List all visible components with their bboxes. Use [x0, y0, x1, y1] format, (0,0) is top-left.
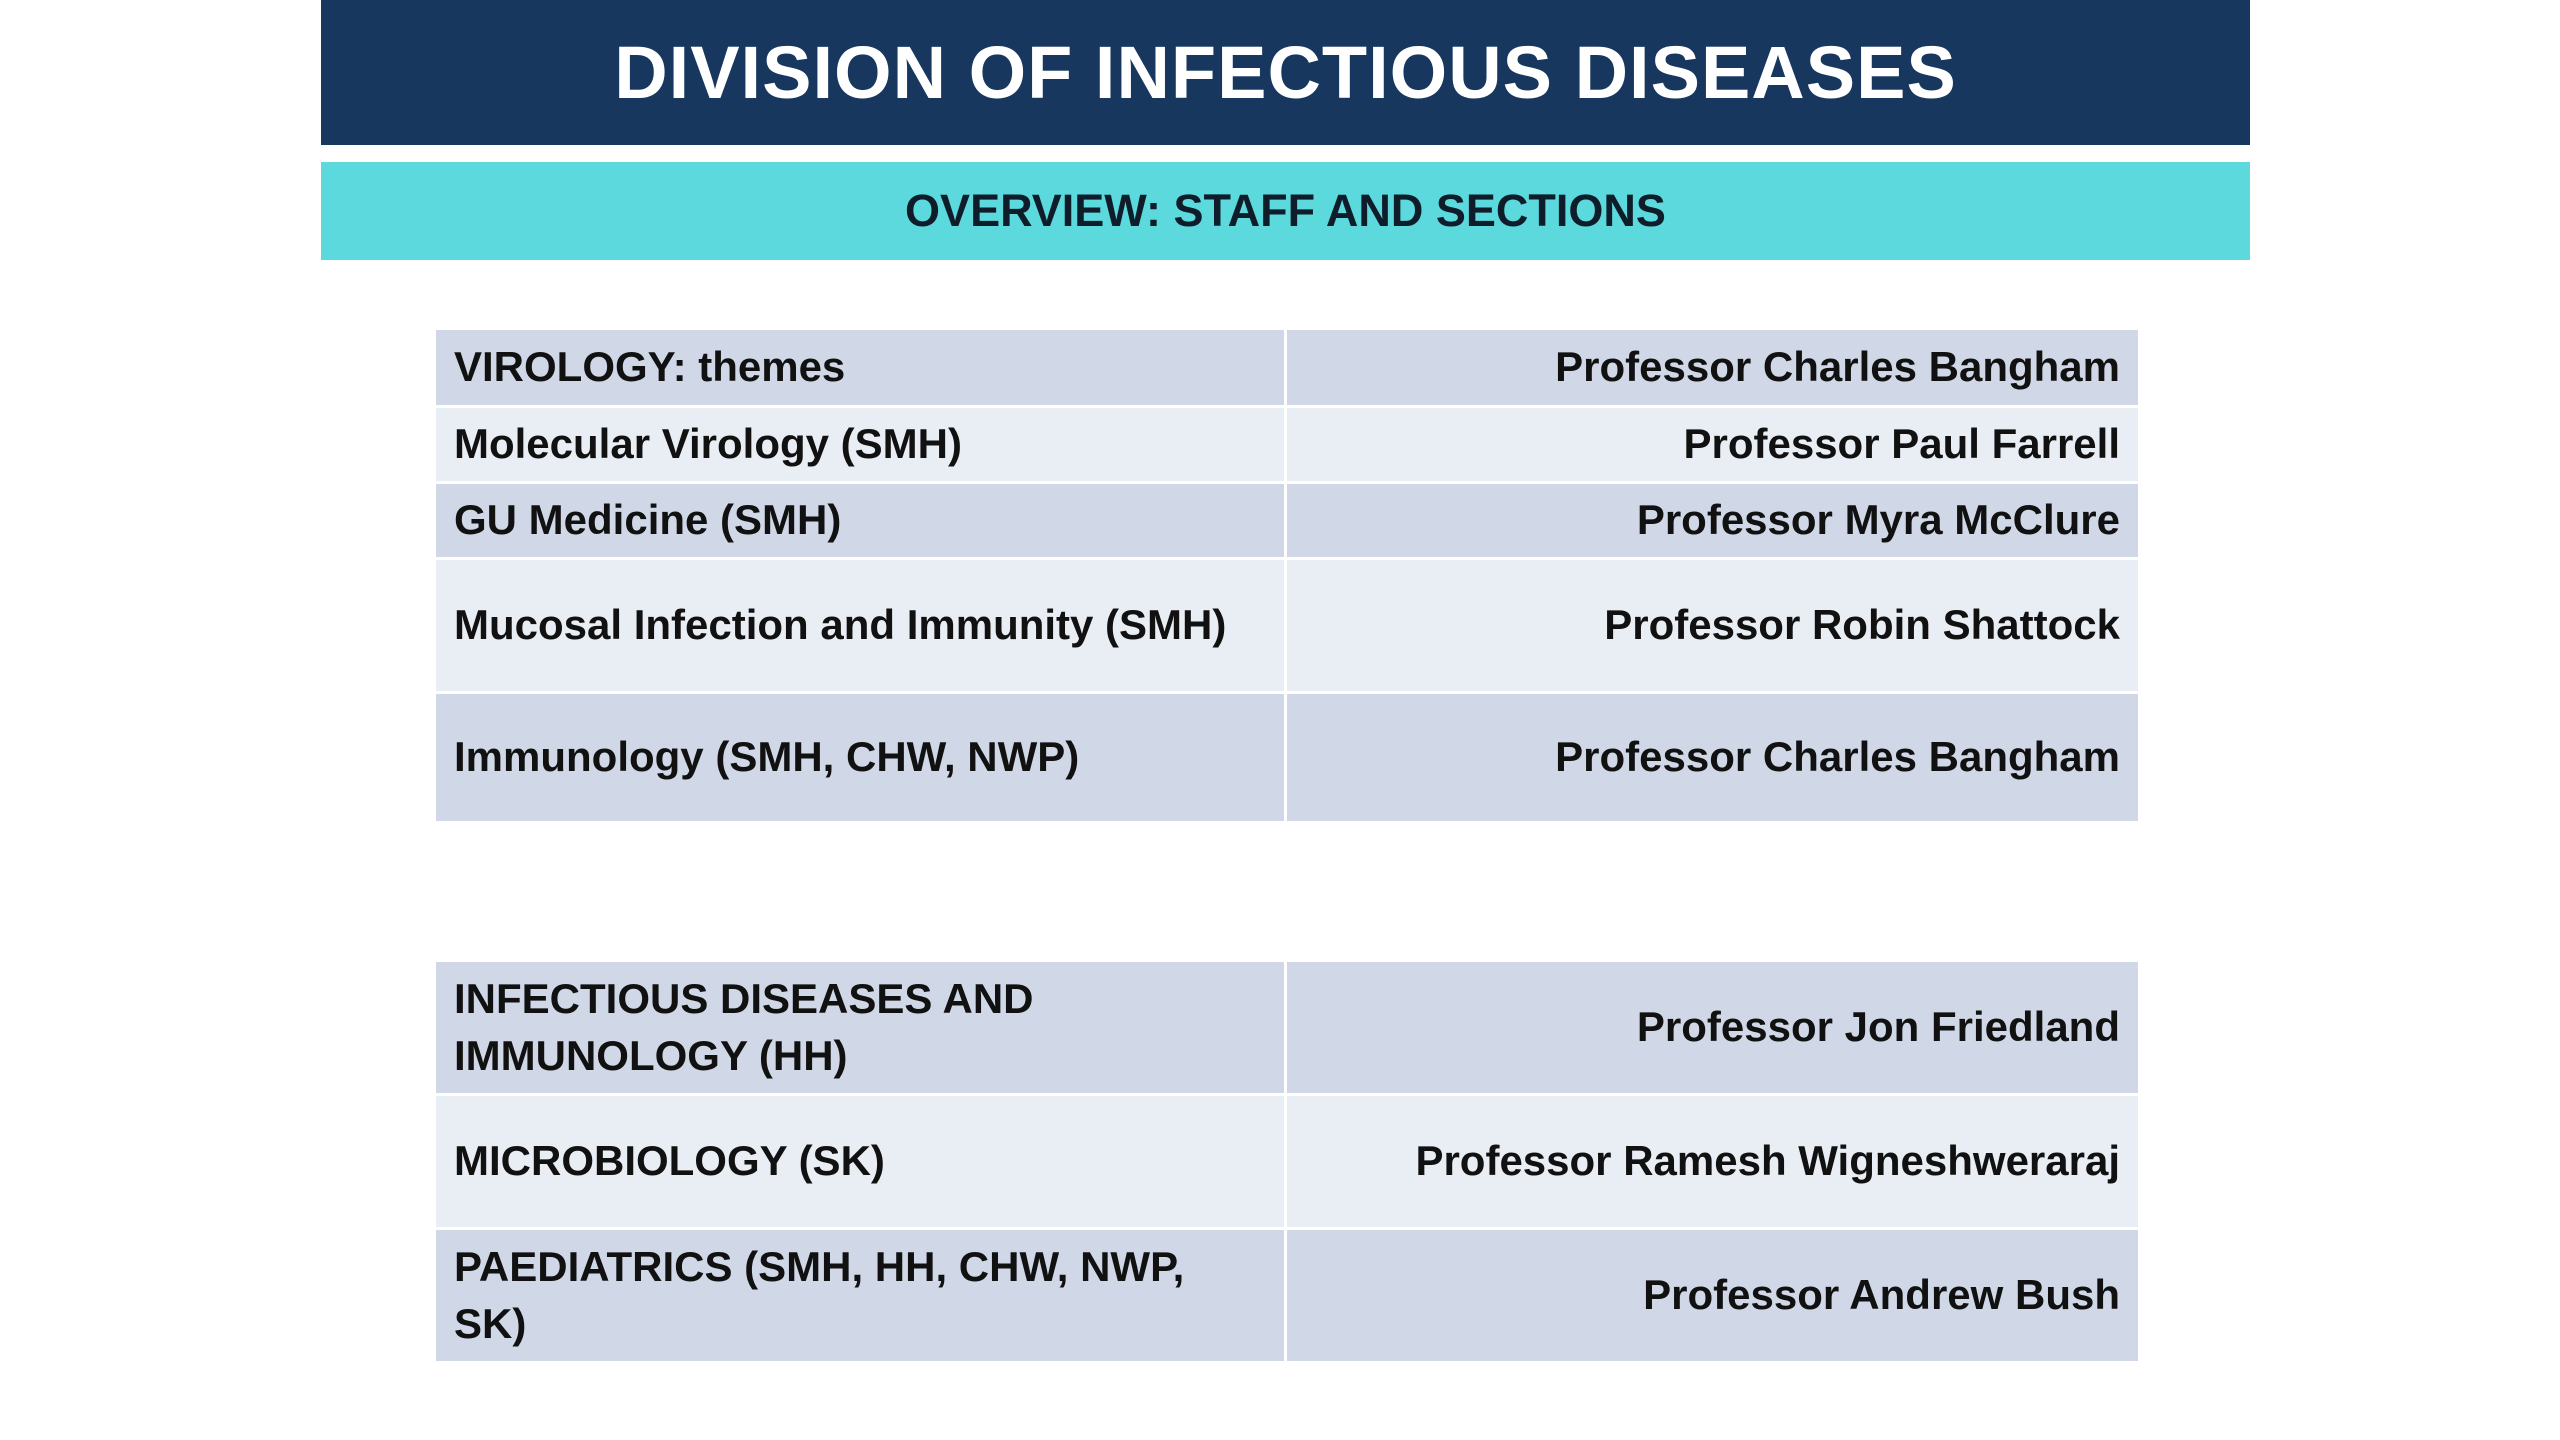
sections-table-other: INFECTIOUS DISEASES AND IMMUNOLOGY (HH) … [436, 962, 2138, 1364]
section-head: Professor Charles Bangham [1287, 330, 2138, 408]
section-name: VIROLOGY: themes [436, 330, 1287, 408]
section-head: Professor Paul Farrell [1287, 408, 2138, 484]
table-row: Molecular Virology (SMH) Professor Paul … [436, 408, 2138, 484]
section-name: MICROBIOLOGY (SK) [436, 1096, 1287, 1230]
section-head: Professor Andrew Bush [1287, 1230, 2138, 1364]
section-name: GU Medicine (SMH) [436, 484, 1287, 560]
section-name: Immunology (SMH, CHW, NWP) [436, 694, 1287, 824]
section-head: Professor Myra McClure [1287, 484, 2138, 560]
table-row: Immunology (SMH, CHW, NWP) Professor Cha… [436, 694, 2138, 824]
sections-table-virology: VIROLOGY: themes Professor Charles Bangh… [436, 330, 2138, 824]
section-name: Mucosal Infection and Immunity (SMH) [436, 560, 1287, 694]
table-row: PAEDIATRICS (SMH, HH, CHW, NWP, SK) Prof… [436, 1230, 2138, 1364]
section-name: INFECTIOUS DISEASES AND IMMUNOLOGY (HH) [436, 962, 1287, 1096]
section-head: Professor Robin Shattock [1287, 560, 2138, 694]
table-row: Mucosal Infection and Immunity (SMH) Pro… [436, 560, 2138, 694]
table-row: VIROLOGY: themes Professor Charles Bangh… [436, 330, 2138, 408]
section-name: Molecular Virology (SMH) [436, 408, 1287, 484]
table-row: INFECTIOUS DISEASES AND IMMUNOLOGY (HH) … [436, 962, 2138, 1096]
slide-subtitle: OVERVIEW: STAFF AND SECTIONS [321, 162, 2250, 260]
table-row: MICROBIOLOGY (SK) Professor Ramesh Wigne… [436, 1096, 2138, 1230]
section-head: Professor Charles Bangham [1287, 694, 2138, 824]
section-head: Professor Jon Friedland [1287, 962, 2138, 1096]
section-name: PAEDIATRICS (SMH, HH, CHW, NWP, SK) [436, 1230, 1287, 1364]
slide-title: DIVISION OF INFECTIOUS DISEASES [321, 0, 2250, 145]
section-head: Professor Ramesh Wigneshweraraj [1287, 1096, 2138, 1230]
table-row: GU Medicine (SMH) Professor Myra McClure [436, 484, 2138, 560]
